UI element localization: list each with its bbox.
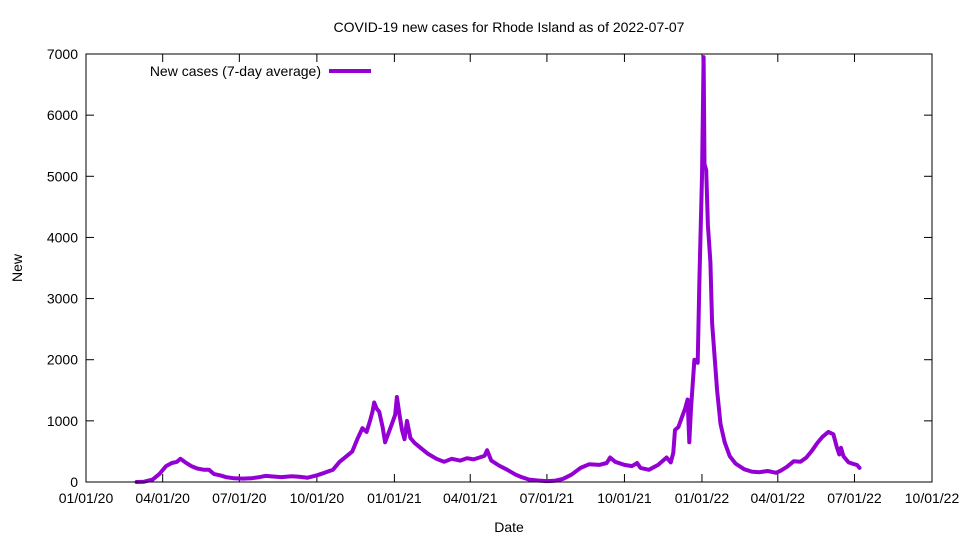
x-tick-label: 07/01/22	[827, 490, 882, 506]
x-tick-label: 04/01/20	[135, 490, 190, 506]
y-tick-label: 7000	[47, 46, 78, 62]
y-axis-label: New	[9, 253, 25, 282]
x-tick-label: 01/01/22	[675, 490, 730, 506]
y-tick-label: 1000	[47, 413, 78, 429]
x-tick-label: 01/01/21	[367, 490, 422, 506]
x-tick-label: 10/01/22	[905, 490, 960, 506]
axis-tick-labels: 0 1000 2000 3000 4000 5000 6000 7000 01/01/20 04/…	[47, 46, 960, 506]
series-line	[134, 55, 862, 484]
y-tick-label: 0	[70, 474, 78, 490]
x-tick-label: 07/01/20	[212, 490, 267, 506]
axis-ticks	[85, 53, 933, 483]
chart-title: COVID-19 new cases for Rhode Island as o…	[334, 19, 685, 35]
plot-frame	[85, 53, 933, 483]
x-tick-label: 10/01/21	[597, 490, 652, 506]
x-tick-label: 10/01/20	[290, 490, 345, 506]
x-tick-label: 07/01/21	[520, 490, 575, 506]
x-tick-label: 04/01/21	[443, 490, 498, 506]
x-axis-label: Date	[494, 519, 524, 535]
y-tick-label: 2000	[47, 352, 78, 368]
plot-series	[134, 55, 862, 484]
x-tick-label: 04/01/22	[751, 490, 806, 506]
x-tick-label: 01/01/20	[59, 490, 114, 506]
legend-label: New cases (7-day average)	[150, 63, 321, 79]
y-tick-label: 5000	[47, 168, 78, 184]
y-tick-label: 4000	[47, 229, 78, 245]
legend: New cases (7-day average)	[150, 63, 371, 79]
y-tick-label: 6000	[47, 107, 78, 123]
y-tick-label: 3000	[47, 291, 78, 307]
